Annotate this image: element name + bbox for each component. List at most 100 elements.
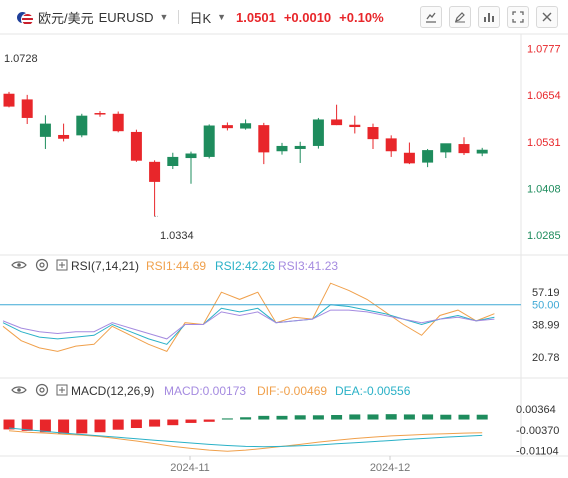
macd-histogram-bar [167,419,179,426]
candle-body [130,131,142,161]
rsi-title: RSI(7,14,21) [71,259,139,273]
symbol-code[interactable]: EURUSD [98,9,154,25]
macd-histogram-bar [276,415,288,420]
candle-body [331,119,343,126]
candle-body [94,113,106,115]
close-icon[interactable] [536,6,558,28]
bar-chart-icon[interactable] [478,6,500,28]
candle-body [3,93,15,107]
chevron-down-icon[interactable]: ▼ [159,12,169,22]
candle-body [167,156,179,166]
macd-histogram-bar [385,414,397,420]
dif-readout: DIF:-0.00469 [257,384,327,398]
macd-histogram-bar [458,414,470,420]
candle-body [312,119,324,146]
candle-body [203,125,215,157]
price-axis-tick: 1.0654 [527,90,561,102]
macd-histogram-bar [349,414,361,420]
candle-body [294,145,306,149]
expand-plus-icon[interactable] [56,259,68,271]
period-selector[interactable]: 日K [189,10,212,26]
macd-histogram-bar [403,414,415,420]
macd-histogram-bar [58,419,70,434]
macd-histogram-bar [112,419,124,430]
dea-readout: DEA:-0.00556 [335,384,411,398]
price-change-percent: +0.10% [339,9,384,25]
macd-axis-tick: 0.00364 [516,404,556,416]
macd-eye-icon[interactable] [11,386,27,394]
macd-readout: MACD:0.00173 [164,384,246,398]
candle-body [76,115,88,136]
candle-body [422,150,434,163]
eye-icon[interactable] [11,261,27,269]
macd-title: MACD(12,26,9) [71,384,154,398]
candle-body [39,123,51,137]
macd-histogram-bar [94,419,106,433]
candle-body [58,134,70,139]
macd-settings-icon[interactable] [35,383,49,397]
toolbar-icons [420,6,558,28]
macd-histogram-bar [422,414,434,420]
x-axis-label: 2024-11 [170,462,210,474]
candle-body [385,138,397,152]
macd-histogram-bar [203,419,215,422]
macd-histogram-bar [3,419,15,430]
flag-eu-us-icon [16,9,34,26]
macd-histogram-bar [294,415,306,420]
low-annotation: 1.0334 [160,230,194,242]
rsi-series-line [2,309,495,340]
candle-body [403,152,415,164]
candle-body [221,125,233,129]
macd-series-line [8,430,483,452]
macd-histogram-bar [221,418,233,420]
macd-histogram-bar [39,419,51,433]
rsi1-readout: RSI1:44.69 [146,259,206,273]
candle-body [21,99,33,118]
macd-histogram-bar [240,417,252,420]
candle-body [349,124,361,128]
price-axis-tick: 1.0777 [527,44,561,56]
chart-toolbar: 欧元/美元 EURUSD ▼ 日K ▼ 1.0501 +0.0010 +0.10… [0,0,568,34]
expand-icon[interactable] [507,6,529,28]
macd-histogram-bar [130,419,142,429]
symbol-name[interactable]: 欧元/美元 [38,10,94,26]
price-change: +0.0010 [283,9,332,25]
period-chevron-down-icon[interactable]: ▼ [217,12,227,22]
rsi-axis-tick: 20.78 [532,352,560,364]
macd-header: MACD(12,26,9) MACD:0.00173 DIF:-0.00469 … [11,383,411,398]
rsi2-readout: RSI2:42.26 [215,259,275,273]
macd-histogram-bar [331,415,343,420]
high-annotation: 1.0728 [4,53,38,65]
candle-body [112,113,124,132]
macd-axis-tick: -0.01104 [516,446,559,458]
macd-series-line [8,427,483,448]
macd-histogram-bar [149,419,161,427]
macd-histogram-bar [258,415,270,420]
candle-body [440,143,452,153]
last-price: 1.0501 [236,9,276,25]
candle-body [149,161,161,182]
rsi-header: RSI(7,14,21) RSI1:44.69 RSI2:42.26 RSI3:… [11,258,338,273]
rsi-axis-tick: 38.99 [532,320,560,332]
price-axis-tick: 1.0285 [527,230,561,242]
candle-body [367,127,379,140]
macd-histogram-bar [185,419,197,423]
macd-histogram-bar [21,419,33,431]
macd-histogram-bar [476,414,488,420]
price-axis-tick: 1.0408 [527,183,561,195]
x-axis-label: 2024-12 [370,462,410,474]
macd-axis-tick: -0.00370 [516,425,559,437]
settings-icon[interactable] [35,258,49,272]
candle-body [458,144,470,154]
rsi-axis-tick: 57.19 [532,287,560,299]
candle-body [258,125,270,153]
rsi-series-line [2,304,495,345]
macd-histogram-bar [76,419,88,434]
macd-expand-plus-icon[interactable] [56,384,68,396]
indicator-icon[interactable] [420,6,442,28]
candle-body [476,149,488,154]
draw-pencil-icon[interactable] [449,6,471,28]
rsi3-readout: RSI3:41.23 [278,259,338,273]
